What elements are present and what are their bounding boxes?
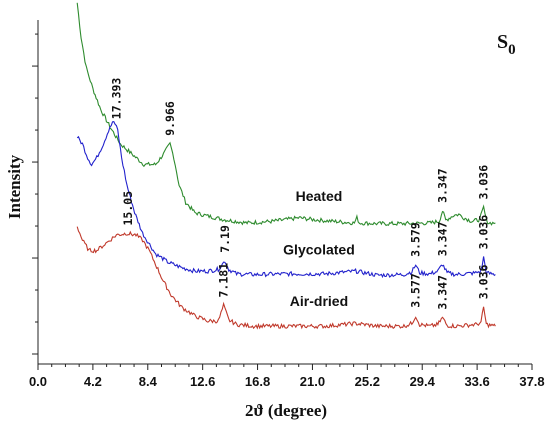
- peak-label: 3.347: [436, 222, 450, 257]
- peak-label: 3.036: [477, 165, 491, 200]
- series-label: Air-dried: [290, 293, 348, 309]
- peak-label: 3.036: [477, 265, 491, 300]
- peak-label: 15.05: [121, 191, 135, 226]
- peak-label: 9.966: [163, 101, 177, 136]
- x-tick-label: 4.2: [84, 374, 102, 389]
- peak-label: 17.393: [109, 78, 123, 120]
- peak-label: 3.347: [436, 275, 450, 310]
- x-tick-label: 29.4: [410, 374, 436, 389]
- y-axis-title: Intensity: [5, 154, 24, 219]
- series-label: Glycolated: [283, 242, 355, 258]
- x-tick-label: 0.0: [29, 374, 47, 389]
- peak-label: 7.181: [217, 263, 231, 298]
- axes: [37, 20, 532, 365]
- x-tick-label: 37.8: [519, 374, 544, 389]
- x-tick-label: 12.6: [190, 374, 215, 389]
- x-axis-title: 2ϑ (degree): [245, 401, 327, 420]
- sample-label-main: S: [497, 31, 508, 53]
- sample-label: S0: [497, 31, 516, 58]
- sample-label-subscript: 0: [508, 42, 516, 58]
- peak-label: 3.579: [409, 222, 423, 257]
- series-line-air-dried: [76, 226, 496, 330]
- x-tick-label: 21.0: [300, 374, 325, 389]
- peak-label: 7.19: [218, 225, 232, 253]
- y-ticks: [32, 33, 38, 355]
- x-tick-label: 25.2: [355, 374, 380, 389]
- peak-labels: 9.966 3.347 3.036 17.393 7.19 3.579 3.347 3.036…: [109, 78, 490, 310]
- x-tick-label: 8.4: [139, 374, 158, 389]
- x-tick-label: 33.6: [464, 374, 489, 389]
- series-line-heated: [76, 2, 496, 227]
- series-layer: [76, 2, 496, 330]
- x-tick-label: 16.8: [245, 374, 270, 389]
- series-label: Heated: [296, 188, 343, 204]
- peak-label: 3.036: [477, 215, 491, 250]
- series-line-glycolated: [76, 120, 496, 279]
- x-ticks: 0.0 4.2 8.4 12.6 16.8 21.0 25.2 29.4 33.6 37.8: [29, 364, 545, 389]
- peak-label: 3.577: [409, 273, 423, 308]
- peak-label: 3.347: [436, 168, 450, 203]
- series-names: Heated Glycolated Air-dried: [283, 188, 355, 309]
